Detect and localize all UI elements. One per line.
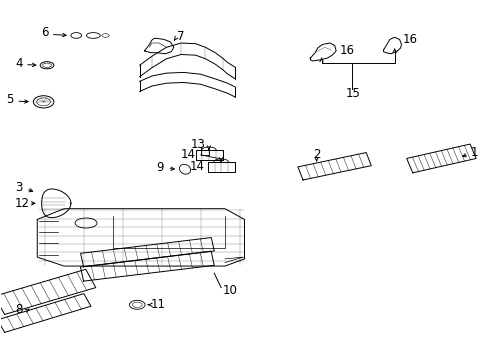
Text: 10: 10 bbox=[222, 284, 237, 297]
Text: 6: 6 bbox=[41, 27, 48, 40]
Text: 12: 12 bbox=[14, 197, 29, 210]
Text: 16: 16 bbox=[402, 33, 417, 46]
Text: 5: 5 bbox=[6, 93, 14, 106]
Text: 8: 8 bbox=[15, 303, 22, 316]
Text: 13: 13 bbox=[190, 138, 205, 151]
Text: 15: 15 bbox=[345, 87, 360, 100]
Text: 14: 14 bbox=[181, 148, 196, 161]
Text: 11: 11 bbox=[151, 298, 165, 311]
Text: 1: 1 bbox=[469, 146, 477, 159]
Text: 9: 9 bbox=[157, 161, 164, 174]
Text: 2: 2 bbox=[312, 148, 320, 161]
Text: 14: 14 bbox=[189, 160, 204, 173]
Text: 16: 16 bbox=[339, 44, 354, 57]
Text: 3: 3 bbox=[15, 181, 22, 194]
Text: 4: 4 bbox=[15, 57, 23, 69]
Text: 7: 7 bbox=[177, 30, 184, 43]
